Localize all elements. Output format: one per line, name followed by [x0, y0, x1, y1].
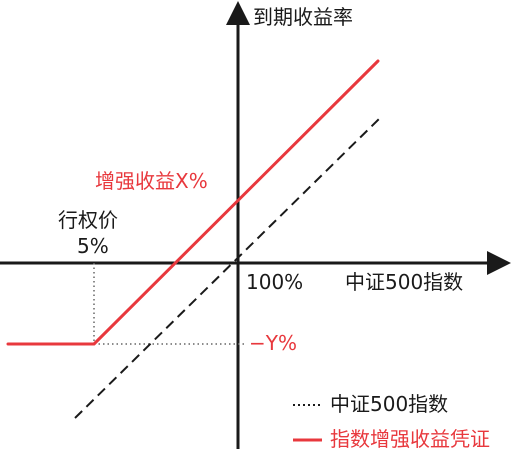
legend-item-index: 中证500指数: [293, 392, 448, 416]
loss-label: −Y%: [249, 331, 297, 355]
x-axis-label: 中证500指数: [345, 270, 463, 294]
x-axis-value-label: 100%: [246, 270, 303, 294]
y-axis-label: 到期收益率: [253, 5, 353, 29]
legend-label-index: 中证500指数: [330, 392, 448, 416]
strike-label-line2: 5%: [77, 234, 109, 258]
legend-item-note: 指数增强收益凭证: [293, 427, 490, 451]
legend-label-note: 指数增强收益凭证: [330, 427, 490, 451]
index-line: [74, 117, 381, 419]
strike-label-line1: 行权价: [58, 208, 118, 232]
enhanced-return-label: 增强收益X%: [95, 169, 208, 193]
legend: 中证500指数 指数增强收益凭证: [293, 392, 490, 451]
enhanced-note-line: [6, 59, 380, 346]
